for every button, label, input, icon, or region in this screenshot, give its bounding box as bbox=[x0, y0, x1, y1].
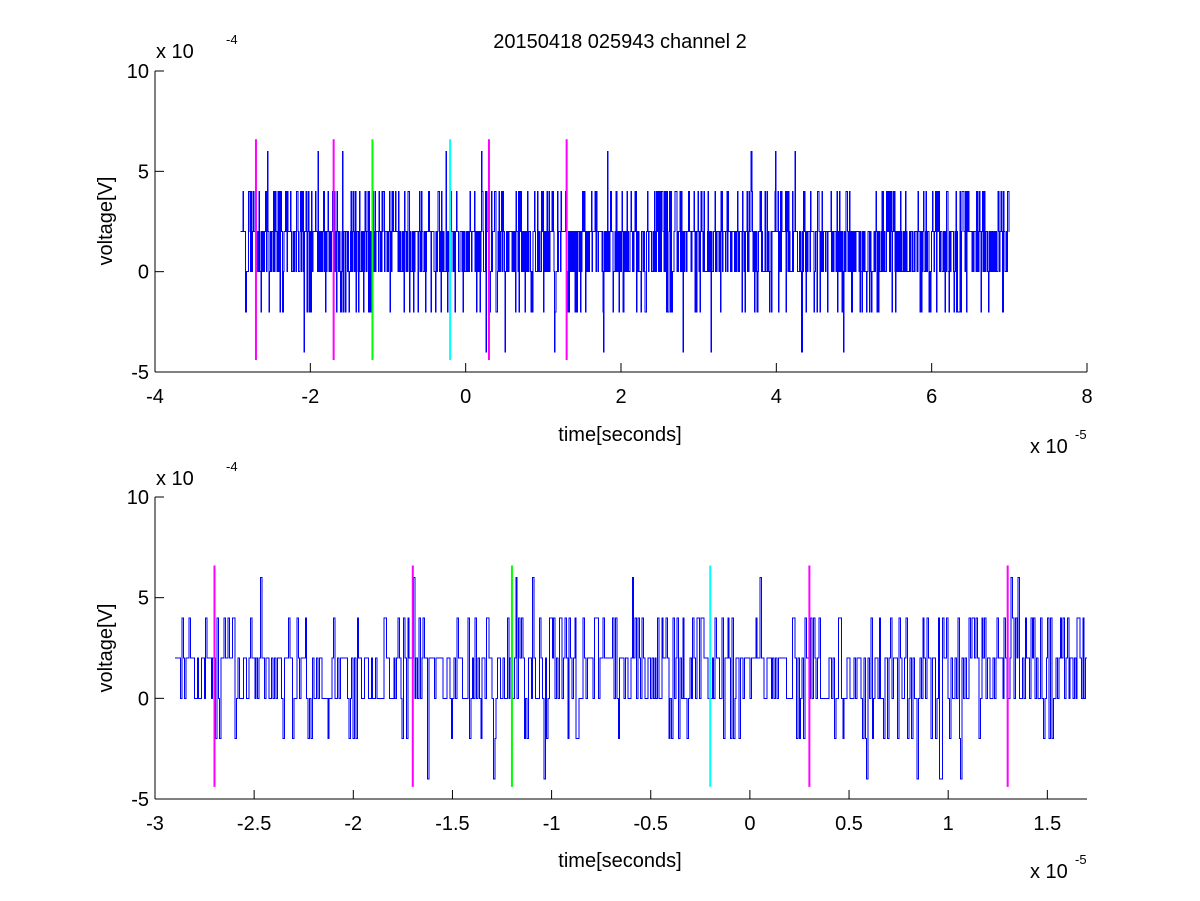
x-tick-label: 0.5 bbox=[835, 813, 863, 835]
y-tick-label: 5 bbox=[138, 161, 149, 183]
top-y-exponent-power: -4 bbox=[226, 32, 238, 47]
x-tick-label: -2.5 bbox=[237, 813, 271, 835]
y-tick-label: 0 bbox=[138, 262, 149, 284]
bottom-x-exponent-base: x 10 bbox=[1030, 861, 1068, 883]
bottom-y-exponent-power: -4 bbox=[226, 459, 238, 474]
bottom-x-exponent: x 10 -5 bbox=[1030, 852, 1087, 883]
bottom-y-exponent: x 10 -4 bbox=[156, 459, 238, 490]
y-tick-label: 0 bbox=[138, 688, 149, 710]
top-event-markers bbox=[254, 139, 568, 360]
voltage-trace-bottom-0 bbox=[174, 577, 1087, 780]
x-tick-label: -2 bbox=[344, 813, 362, 835]
x-tick-label: 0 bbox=[744, 813, 755, 835]
bottom-subplot: -3 -2.5 -2 -1.5 -1 -0.5 0 0.5 1 1.5 -5 0 5 10 time[s… bbox=[95, 459, 1087, 883]
x-tick-label: 0 bbox=[460, 386, 471, 408]
x-tick-label: -0.5 bbox=[634, 813, 668, 835]
top-x-axis-label: time[seconds] bbox=[558, 424, 681, 446]
x-tick-label: 6 bbox=[926, 386, 937, 408]
y-tick-label: -5 bbox=[131, 362, 149, 384]
bottom-y-exponent-base: x 10 bbox=[156, 468, 194, 490]
top-x-exponent-base: x 10 bbox=[1030, 436, 1068, 458]
x-tick-label: 1.5 bbox=[1033, 813, 1061, 835]
x-tick-label: 4 bbox=[771, 386, 782, 408]
top-y-ticks: -5 0 5 10 bbox=[127, 61, 164, 384]
x-tick-label: -2 bbox=[301, 386, 319, 408]
bottom-axes bbox=[154, 497, 1087, 800]
bottom-y-axis-label: voltage[V] bbox=[95, 604, 117, 693]
x-tick-label: 2 bbox=[615, 386, 626, 408]
bottom-event-markers bbox=[213, 565, 1009, 787]
top-subplot: -4 -2 0 2 4 6 8 -5 0 5 10 time[seconds] voltage[V… bbox=[95, 32, 1093, 458]
x-tick-label: -1 bbox=[543, 813, 561, 835]
top-x-exponent: x 10 -5 bbox=[1030, 427, 1087, 458]
top-y-axis-label: voltage[V] bbox=[95, 177, 117, 266]
y-tick-label: 5 bbox=[138, 588, 149, 610]
x-tick-label: -1.5 bbox=[435, 813, 469, 835]
top-x-exponent-power: -5 bbox=[1075, 427, 1087, 442]
top-signal-series bbox=[240, 150, 1010, 353]
top-y-exponent: x 10 -4 bbox=[156, 32, 238, 63]
bottom-x-ticks: -3 -2.5 -2 -1.5 -1 -0.5 0 0.5 1 1.5 bbox=[146, 790, 1061, 835]
x-tick-label: -3 bbox=[146, 813, 164, 835]
y-tick-label: 10 bbox=[127, 487, 149, 509]
x-tick-label: -4 bbox=[146, 386, 164, 408]
bottom-x-axis-label: time[seconds] bbox=[558, 850, 681, 872]
bottom-signal-series bbox=[174, 577, 1087, 780]
bottom-y-ticks: -5 0 5 10 bbox=[127, 487, 164, 811]
bottom-x-exponent-power: -5 bbox=[1075, 852, 1087, 867]
voltage-trace-top-0 bbox=[240, 150, 1010, 353]
x-tick-label: 8 bbox=[1081, 386, 1092, 408]
y-tick-label: 10 bbox=[127, 61, 149, 83]
top-x-ticks: -4 -2 0 2 4 6 8 bbox=[146, 363, 1093, 408]
y-tick-label: -5 bbox=[131, 789, 149, 811]
chart-title: 20150418 025943 channel 2 bbox=[493, 31, 747, 53]
top-y-exponent-base: x 10 bbox=[156, 41, 194, 63]
x-tick-label: 1 bbox=[943, 813, 954, 835]
